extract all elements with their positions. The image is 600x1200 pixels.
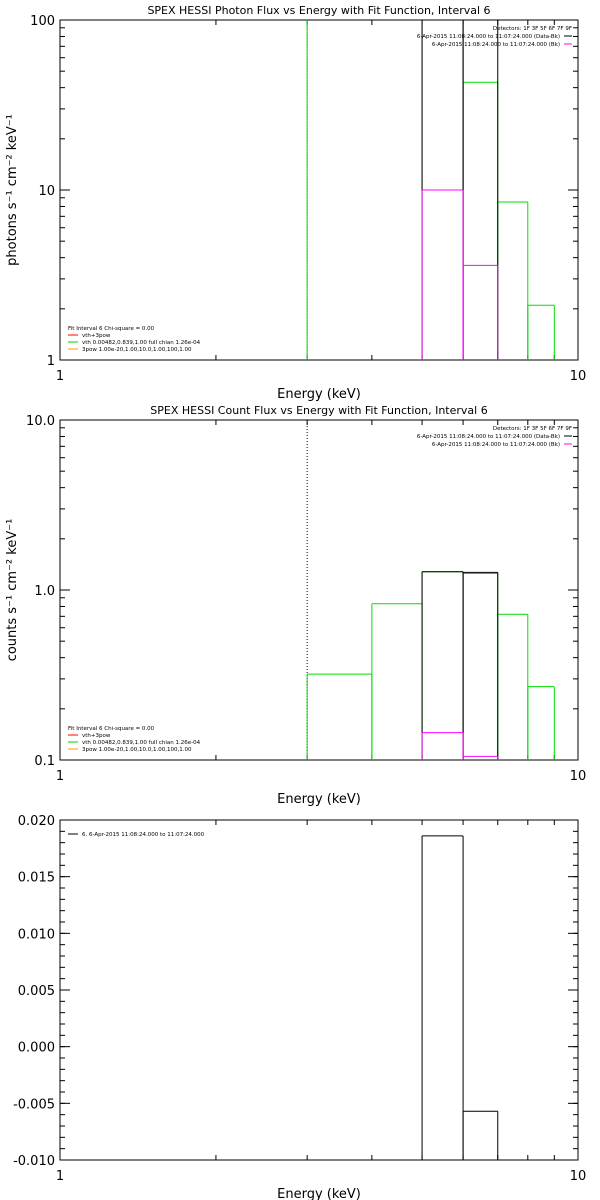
x-axis-label: Energy (keV) [277, 1187, 361, 1200]
axes-frame [59, 819, 579, 1161]
axes-frame [59, 19, 579, 361]
plot-panel-3: Energy (keV) 1 10 -0.010 -0.005 0.000 0.005 0.0… [13, 814, 586, 1200]
series-4 [421, 189, 499, 360]
legend-left-entry: 6. 6-Apr-2015 11:08:24.000 to 11:07:24.0… [82, 832, 205, 838]
series-1 [421, 835, 499, 1160]
legend-left-entry: 3pow 1.00e-20,1.00,10.0,1.00,100,1.00 [82, 747, 192, 753]
x-tick-label: 10 [570, 1169, 587, 1184]
y-tick-label: 0.005 [18, 984, 55, 999]
legend-left-entry: vth 0.00482,0.839,1.00 full chian 1.26e-… [82, 340, 201, 346]
legend-left-entry: vth 0.00482,0.839,1.00 full chian 1.26e-… [82, 740, 201, 746]
legend-left-entry: vth+3pow [82, 733, 111, 739]
y-tick-label: 0.015 [18, 871, 55, 886]
y-tick-label: 0.020 [18, 814, 55, 829]
legend-right-entry: 6-Apr-2015 11:08:24.000 to 11:07:24.000 … [417, 34, 560, 40]
y-tick-label: 0.010 [18, 927, 55, 942]
y-tick-label: 10 [38, 184, 55, 199]
y-axis-label: counts s⁻¹ cm⁻² keV⁻¹ [5, 519, 20, 662]
x-axis-label: Energy (keV) [277, 792, 361, 807]
series-2 [421, 571, 499, 760]
series-1 [306, 571, 555, 760]
legend-right-entry: 6-Apr-2015 11:08:24.000 to 11:07:24.000 … [432, 442, 560, 448]
x-axis-label: Energy (keV) [277, 387, 361, 402]
legend-left-entry: Fit Interval 6 Chi-square = 0.00 [68, 326, 155, 332]
legend-right-entry: 6-Apr-2015 11:08:24.000 to 11:07:24.000 … [417, 434, 560, 440]
y-tick-label: 10.0 [26, 414, 55, 429]
y-tick-label: 100 [30, 14, 55, 29]
y-tick-label: 0.1 [34, 754, 55, 769]
chart-title: SPEX HESSI Photon Flux vs Energy with Fi… [147, 4, 490, 17]
y-tick-label: 0.000 [18, 1041, 55, 1056]
legend-left-entry: 3pow 1.00e-20,1.00,10.0,1.00,100,1.00 [82, 347, 192, 353]
y-axis-label: photons s⁻¹ cm⁻² keV⁻¹ [5, 114, 20, 266]
legend-left-entry: vth+3pow [82, 333, 111, 339]
x-tick-label: 10 [570, 769, 587, 784]
detectors-label: Detectors: 1F 3F 5F 6F 7F 9F [493, 26, 572, 32]
plot-panel-2: SPEX HESSI Count Flux vs Energy with Fit… [5, 404, 586, 807]
y-tick-label: 1.0 [34, 584, 55, 599]
y-tick-label: -0.010 [13, 1154, 55, 1169]
plot-panel-1: SPEX HESSI Photon Flux vs Energy with Fi… [5, 4, 586, 402]
x-tick-label: 10 [570, 369, 587, 384]
legend-left-entry: Fit Interval 6 Chi-square = 0.00 [68, 726, 155, 732]
x-tick-label: 1 [56, 769, 64, 784]
y-tick-label: -0.005 [13, 1097, 55, 1112]
x-tick-label: 1 [56, 369, 64, 384]
chart-title: SPEX HESSI Count Flux vs Energy with Fit… [150, 404, 487, 417]
y-tick-label: 1 [47, 354, 55, 369]
detectors-label: Detectors: 1F 3F 5F 6F 7F 9F [493, 426, 572, 432]
axes-frame [59, 419, 579, 761]
x-tick-label: 1 [56, 1169, 64, 1184]
legend-right-entry: 6-Apr-2015 11:08:24.000 to 11:07:24.000 … [432, 42, 560, 48]
series-3 [421, 732, 499, 760]
